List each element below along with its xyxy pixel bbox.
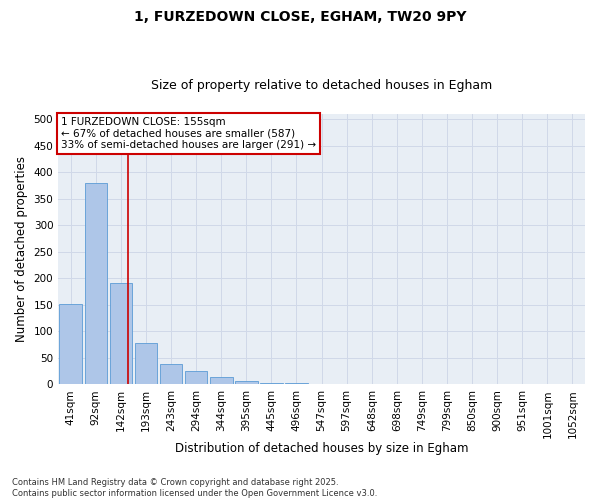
Y-axis label: Number of detached properties: Number of detached properties — [15, 156, 28, 342]
Bar — [210, 377, 233, 384]
X-axis label: Distribution of detached houses by size in Egham: Distribution of detached houses by size … — [175, 442, 469, 455]
Bar — [185, 371, 208, 384]
Bar — [260, 383, 283, 384]
Bar — [110, 283, 132, 384]
Text: 1, FURZEDOWN CLOSE, EGHAM, TW20 9PY: 1, FURZEDOWN CLOSE, EGHAM, TW20 9PY — [134, 10, 466, 24]
Bar — [160, 364, 182, 384]
Title: Size of property relative to detached houses in Egham: Size of property relative to detached ho… — [151, 79, 492, 92]
Bar — [134, 343, 157, 384]
Bar — [235, 381, 257, 384]
Bar — [85, 183, 107, 384]
Text: 1 FURZEDOWN CLOSE: 155sqm
← 67% of detached houses are smaller (587)
33% of semi: 1 FURZEDOWN CLOSE: 155sqm ← 67% of detac… — [61, 116, 316, 150]
Bar — [59, 304, 82, 384]
Text: Contains HM Land Registry data © Crown copyright and database right 2025.
Contai: Contains HM Land Registry data © Crown c… — [12, 478, 377, 498]
